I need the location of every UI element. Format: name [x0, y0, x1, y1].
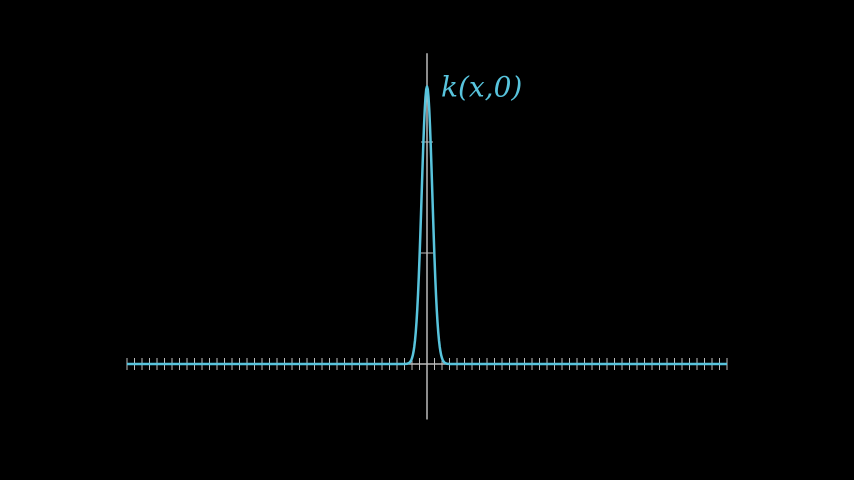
curve-label: k(x,0): [441, 71, 522, 104]
series-curve-k: [126, 85, 728, 366]
